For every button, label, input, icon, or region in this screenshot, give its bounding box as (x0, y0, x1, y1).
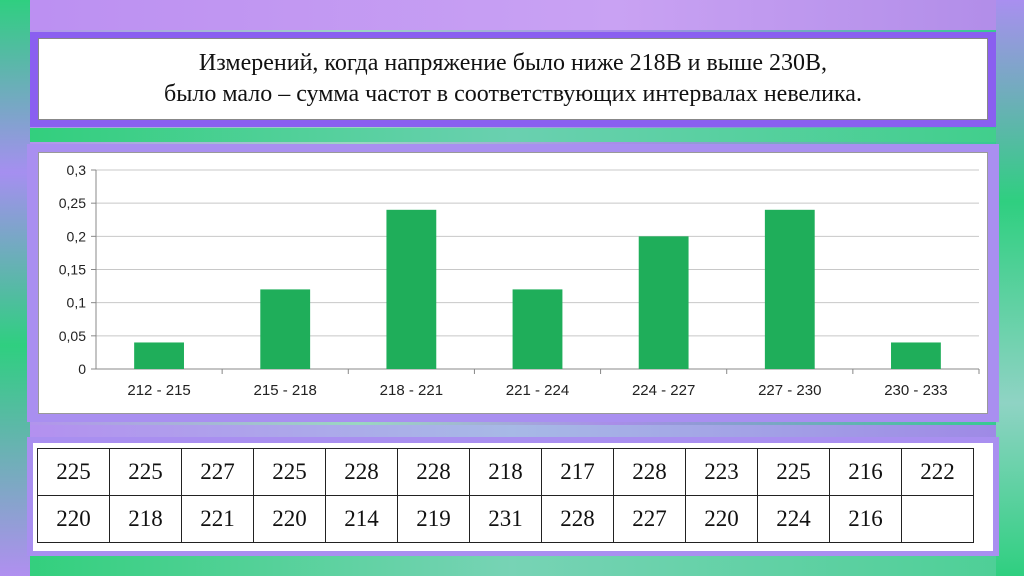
table-cell: 220 (253, 495, 326, 543)
table-cell: 228 (541, 495, 614, 543)
table-cell: 219 (397, 495, 470, 543)
decor-stripe-top (0, 0, 1024, 30)
bar (134, 342, 184, 369)
decor-stripe-mid (0, 128, 1024, 142)
y-tick-label: 0,3 (67, 162, 87, 178)
x-tick-label: 212 - 215 (127, 382, 190, 399)
table-cell: 217 (541, 448, 614, 496)
table-cell: 227 (613, 495, 686, 543)
title-box: Измерений, когда напряжение было ниже 21… (38, 38, 988, 120)
bar-chart: 0 0,05 0,1 0,15 0,2 0,25 0,3 212 - 215 215 - 218… (59, 162, 980, 399)
title-line-1: Измерений, когда напряжение было ниже 21… (198, 50, 828, 76)
y-tick-label: 0,2 (67, 228, 87, 244)
bar (386, 209, 437, 369)
decor-bar-right (996, 0, 1024, 576)
table-cell: 223 (685, 448, 758, 496)
table-cell: 224 (757, 495, 830, 543)
y-tick-label: 0,25 (59, 195, 86, 211)
table-cell: 225 (37, 448, 110, 496)
table-row: 225 225 227 225 228 228 218 217 228 223 225 216 222 (37, 448, 974, 496)
table-cell: 218 (109, 495, 182, 543)
table-cell: 220 (685, 495, 758, 543)
table-cell: 216 (829, 448, 902, 496)
table-cell: 221 (181, 495, 254, 543)
y-tick-label: 0,05 (59, 328, 86, 344)
x-tick-label: 221 - 224 (506, 382, 569, 399)
chart-box: 0 0,05 0,1 0,15 0,2 0,25 0,3 212 - 215 215 - 218… (38, 152, 988, 414)
bar (891, 342, 941, 369)
table-cell: 228 (613, 448, 686, 496)
x-tick-label: 224 - 227 (632, 382, 695, 399)
x-tick-label: 218 - 221 (380, 382, 443, 399)
table-cell: 218 (469, 448, 542, 496)
table-cell: 222 (901, 448, 974, 496)
y-tick-label: 0,15 (59, 262, 86, 278)
decor-stripe-bottom (0, 556, 1024, 576)
table-row: 220 218 221 220 214 219 231 228 227 220 224 216 (37, 495, 974, 543)
x-tick-label: 227 - 230 (758, 382, 821, 399)
table-cell: 216 (829, 495, 902, 543)
table-cell (901, 495, 974, 543)
x-tick-label: 230 - 233 (884, 382, 947, 399)
decor-bar-left (0, 0, 30, 576)
table-cell: 225 (109, 448, 182, 496)
table-cell: 225 (757, 448, 830, 496)
table-cell: 228 (397, 448, 470, 496)
table-cell: 227 (181, 448, 254, 496)
table-cell: 231 (469, 495, 542, 543)
table-cell: 228 (325, 448, 398, 496)
bar (638, 236, 689, 369)
y-tick-label: 0 (78, 361, 86, 377)
measurements-table: 225 225 227 225 228 228 218 217 228 223 225 216 222 2… (37, 448, 974, 543)
table-box: 225 225 227 225 228 228 218 217 228 223 225 216 222 2… (33, 443, 993, 551)
title-line-2: было мало – сумма частот в соответствующ… (164, 81, 862, 107)
bar (512, 289, 563, 369)
x-tick-label: 215 - 218 (254, 382, 317, 399)
bar (260, 289, 311, 369)
decor-stripe-lower (0, 425, 1024, 439)
table-cell: 214 (325, 495, 398, 543)
bar (764, 209, 815, 369)
table-cell: 225 (253, 448, 326, 496)
table-cell: 220 (37, 495, 110, 543)
y-tick-label: 0,1 (67, 295, 87, 311)
